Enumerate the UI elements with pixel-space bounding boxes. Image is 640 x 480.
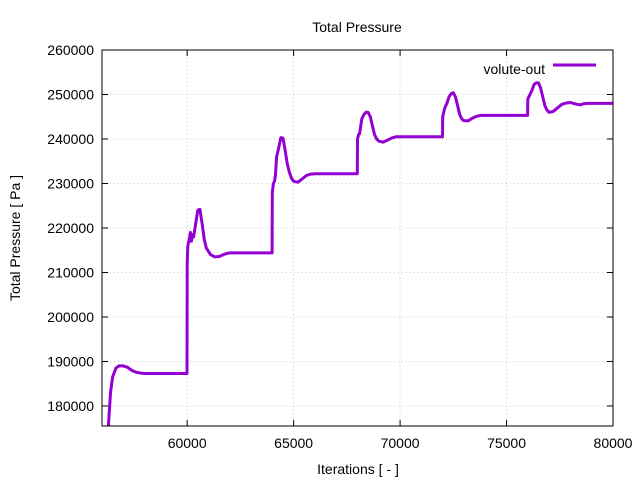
- x-tick-label: 80000: [594, 435, 633, 451]
- x-tick-label: 70000: [381, 435, 420, 451]
- legend: volute-out: [484, 61, 596, 77]
- x-axis-label: Iterations [ - ]: [317, 461, 399, 477]
- y-tick-label: 260000: [47, 42, 94, 58]
- chart-title: Total Pressure: [312, 19, 402, 35]
- plot-frame: [101, 49, 614, 427]
- grid-lines: [102, 49, 614, 426]
- x-tick-label: 60000: [168, 435, 207, 451]
- y-tick-label: 250000: [47, 86, 94, 102]
- y-tick-label: 230000: [47, 175, 94, 191]
- series-layer: [106, 81, 613, 426]
- axis-ticks: [102, 49, 614, 426]
- y-tick-label: 240000: [47, 131, 94, 147]
- legend-label: volute-out: [484, 61, 546, 77]
- x-tick-labels: 60000 65000 70000 75000 80000: [168, 435, 633, 451]
- y-tick-label: 180000: [47, 398, 94, 414]
- y-tick-labels: 180000 190000 200000 210000 220000 230000 2400…: [47, 42, 94, 414]
- y-axis-label: Total Pressure [ Pa ]: [7, 175, 23, 301]
- x-tick-label: 75000: [487, 435, 526, 451]
- y-tick-label: 200000: [47, 309, 94, 325]
- y-tick-label: 220000: [47, 220, 94, 236]
- y-tick-label: 210000: [47, 264, 94, 280]
- y-tick-label: 190000: [47, 353, 94, 369]
- series-line-0: [106, 81, 613, 426]
- x-tick-label: 65000: [274, 435, 313, 451]
